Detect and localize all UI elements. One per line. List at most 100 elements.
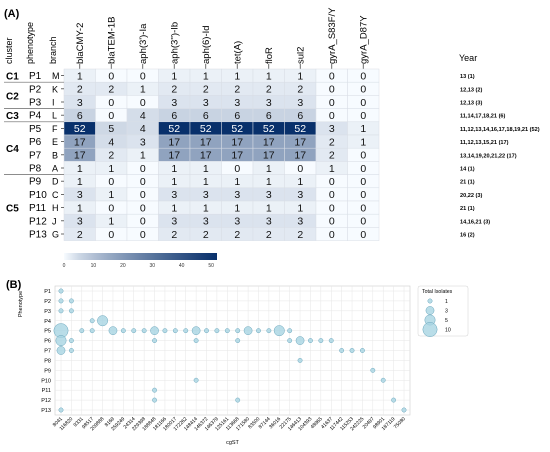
data-point xyxy=(162,328,168,334)
year-label: 14,16,21 (3) xyxy=(460,219,490,225)
data-point xyxy=(380,377,386,383)
year-label: 13 (1) xyxy=(460,74,475,80)
cell-value: 17 xyxy=(263,136,275,148)
data-point xyxy=(55,335,67,347)
phenotype-label: P9 xyxy=(29,177,42,188)
cell-value: 0 xyxy=(108,176,114,188)
data-point xyxy=(266,328,272,334)
branch-label: D xyxy=(52,177,59,187)
cell-value: 0 xyxy=(140,216,146,228)
cell-value: 17 xyxy=(168,150,180,162)
cell-value: 0 xyxy=(329,176,335,188)
cell-value: 0 xyxy=(234,163,240,175)
data-point xyxy=(256,328,261,334)
cell-value: 3 xyxy=(329,123,335,135)
y-tick-label: P10 xyxy=(41,378,51,384)
cell-value: 0 xyxy=(360,216,366,228)
cell-value: 3 xyxy=(266,216,272,228)
column-label: aph(3')-Ia xyxy=(138,23,149,64)
data-point xyxy=(120,328,126,334)
year-label: 16 (2) xyxy=(460,233,475,239)
cell-value: 17 xyxy=(294,136,306,148)
cell-value: 3 xyxy=(77,189,83,201)
cell-value: 3 xyxy=(297,97,303,109)
cell-value: 6 xyxy=(234,110,240,122)
data-point xyxy=(131,328,137,334)
colorbar-tick-label: 40 xyxy=(179,263,185,269)
branch-label: J xyxy=(52,216,57,226)
y-tick-label: P3 xyxy=(44,309,51,315)
phenotype-label: P8 xyxy=(29,164,42,175)
data-point xyxy=(150,326,159,336)
cell-value: 0 xyxy=(140,189,146,201)
data-point xyxy=(287,328,293,334)
cell-value: 17 xyxy=(231,136,243,148)
cell-value: 0 xyxy=(140,163,146,175)
cell-value: 3 xyxy=(203,189,209,201)
cell-value: 1 xyxy=(234,70,240,82)
cell-value: 2 xyxy=(329,150,335,162)
cell-value: 2 xyxy=(266,84,272,96)
cell-value: 2 xyxy=(203,84,209,96)
cell-value: 3 xyxy=(171,216,177,228)
data-point xyxy=(68,338,74,344)
year-label: 12,13 (2) xyxy=(460,87,483,93)
data-point xyxy=(89,328,95,334)
cluster-label: C5 xyxy=(6,204,19,215)
cell-value: 3 xyxy=(297,216,303,228)
cell-value: 6 xyxy=(203,110,209,122)
phenotype-label: P13 xyxy=(29,230,47,241)
branch-label: L xyxy=(52,111,57,121)
row-header-cluster: cluster xyxy=(4,37,14,64)
branch-label: K xyxy=(52,84,58,94)
cell-value: 0 xyxy=(329,229,335,241)
cell-value: 0 xyxy=(360,189,366,201)
cell-value: 3 xyxy=(171,97,177,109)
year-label: 11,12,13,15,21 (17) xyxy=(460,140,509,146)
cell-value: 3 xyxy=(77,216,83,228)
legend-label: 3 xyxy=(445,309,448,315)
y-tick-label: P13 xyxy=(41,408,51,414)
year-label: 13,14,19,20,21,22 (17) xyxy=(460,153,517,159)
cell-value: 1 xyxy=(171,163,177,175)
cell-value: 2 xyxy=(203,229,209,241)
cell-value: 1 xyxy=(171,70,177,82)
legend-label: 10 xyxy=(445,328,451,334)
year-label: 21 (1) xyxy=(460,206,475,212)
y-tick-label: P7 xyxy=(44,349,51,355)
column-label: aph(6)-Id xyxy=(201,25,212,64)
cell-value: 52 xyxy=(168,123,180,135)
cell-value: 1 xyxy=(140,150,146,162)
data-point xyxy=(152,397,157,403)
data-point xyxy=(224,328,230,334)
cell-value: 0 xyxy=(140,70,146,82)
data-point xyxy=(308,338,313,344)
cell-value: 2 xyxy=(171,229,177,241)
cell-value: 1 xyxy=(360,136,366,148)
cell-value: 2 xyxy=(234,229,240,241)
cell-value: 17 xyxy=(74,150,86,162)
column-label: blaCMY-2 xyxy=(75,23,86,64)
data-point xyxy=(191,326,201,336)
data-point xyxy=(58,298,64,304)
x-tick-label: 75080 xyxy=(393,416,407,430)
y-tick-label: P9 xyxy=(44,368,51,374)
legend-marker xyxy=(422,322,438,337)
cell-value: 1 xyxy=(266,176,272,188)
data-point xyxy=(235,338,241,344)
cell-value: 0 xyxy=(140,202,146,214)
cell-value: 17 xyxy=(200,136,212,148)
cell-value: 0 xyxy=(108,110,114,122)
data-point xyxy=(297,357,303,363)
data-point xyxy=(339,348,345,353)
cell-value: 1 xyxy=(203,176,209,188)
panel-a-label: (A) xyxy=(4,8,20,20)
branch-label: G xyxy=(52,230,59,240)
data-point xyxy=(243,326,253,336)
cluster-label: C3 xyxy=(6,111,19,122)
branch-label: C xyxy=(52,190,59,200)
cell-value: 17 xyxy=(168,136,180,148)
cluster-label: C4 xyxy=(6,144,19,155)
cell-value: 0 xyxy=(140,176,146,188)
data-point xyxy=(68,348,74,353)
